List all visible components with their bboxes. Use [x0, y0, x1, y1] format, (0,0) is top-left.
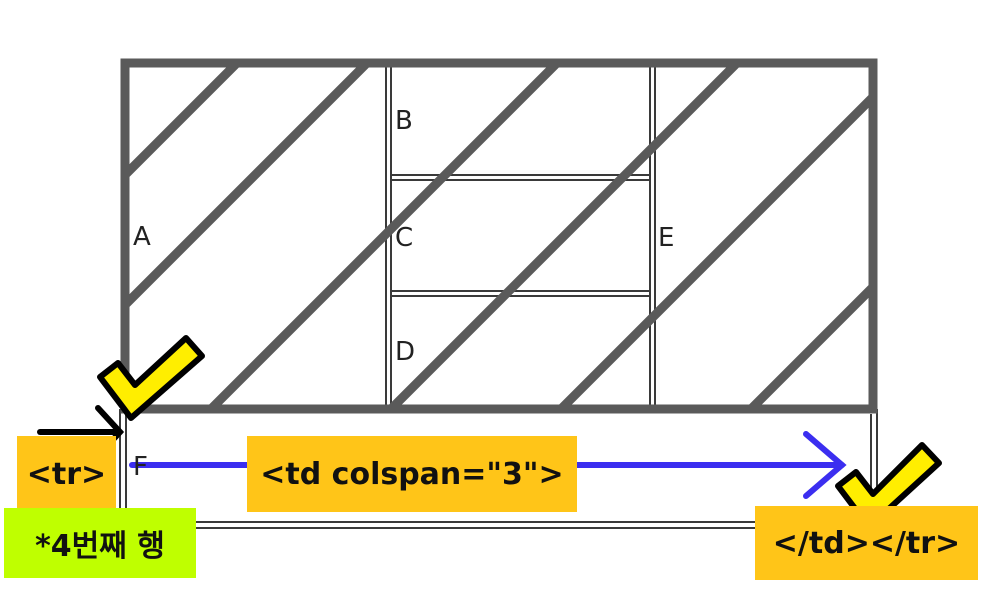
tr-open-tag: <tr> [17, 436, 116, 512]
cell-f-label: F [133, 452, 148, 482]
td-tr-close-tag: </td></tr> [755, 506, 978, 580]
row-f-borders [119, 409, 878, 529]
cell-b-label: B [395, 106, 413, 136]
check-icon-left [97, 335, 205, 421]
hatch-lines [125, 63, 873, 409]
row-number-note: *4번째 행 [4, 508, 196, 578]
table-outer-border [120, 58, 878, 414]
cell-e-label: E [658, 223, 675, 253]
cell-a-label: A [133, 222, 151, 252]
cell-d-label: D [395, 337, 416, 367]
cell-c-label: C [395, 223, 414, 253]
td-colspan-tag: <td colspan="3"> [247, 436, 577, 512]
